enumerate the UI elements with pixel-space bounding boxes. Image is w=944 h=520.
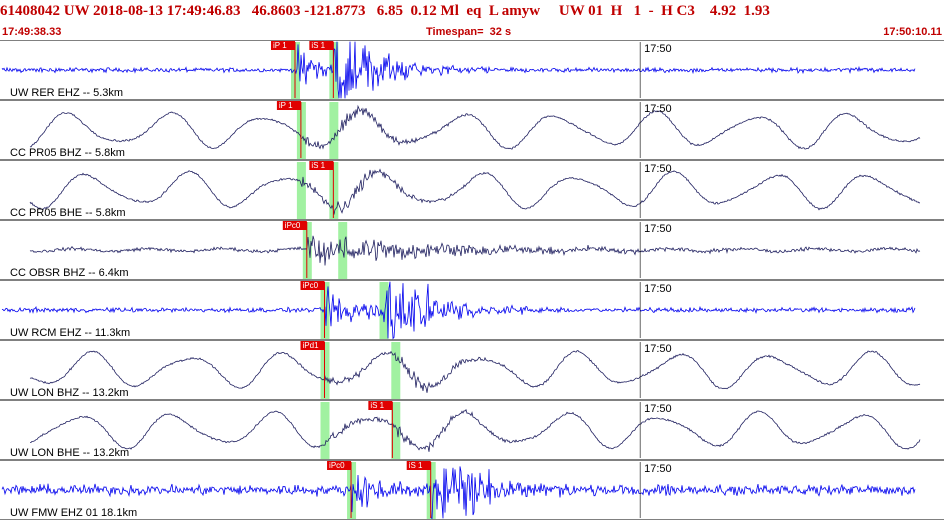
pick-tag	[368, 401, 393, 410]
p-window	[296, 162, 306, 219]
start-time: 17:49:38.33	[2, 26, 62, 38]
pick-label: iPc0	[303, 281, 319, 290]
channel-label: CC PR05 BHZ -- 5.8km	[10, 147, 125, 159]
waveform-trace	[29, 350, 921, 393]
pick-label: iS 1	[409, 461, 423, 470]
event-line: 61408042 UW 2018-08-13 17:49:46.83 46.86…	[0, 3, 770, 19]
channel-label: CC OBSR BHZ -- 6.4km	[10, 267, 129, 279]
pick-label: iPc0	[329, 461, 345, 470]
pick-tag	[309, 41, 334, 50]
p-window	[379, 282, 389, 339]
pick-label: iP 1	[279, 101, 293, 110]
waveform-trace	[30, 408, 921, 452]
waveform-trace	[1, 281, 916, 340]
time-marker-label: 17:50	[644, 43, 672, 55]
p-window	[320, 402, 330, 459]
pick-tag	[276, 101, 301, 110]
pick-label: iPd1	[303, 341, 320, 350]
pick-label: iS 1	[311, 161, 325, 170]
waveform-trace	[29, 235, 921, 266]
pick-tag	[406, 461, 431, 470]
pick-tag	[327, 461, 352, 470]
pick-tag	[282, 221, 307, 230]
pick-tag	[300, 341, 325, 350]
channel-label: UW LON BHE -- 13.2km	[10, 447, 129, 459]
time-marker-label: 17:50	[644, 463, 672, 475]
time-marker-label: 17:50	[644, 223, 672, 235]
channel-label: UW LON BHZ -- 13.2km	[10, 387, 129, 399]
seismogram-plot: iP 1 iS 1 17:50 UW RER EHZ -- 5.3km iP 1 17:5…	[0, 40, 944, 520]
waveform-trace	[29, 168, 920, 215]
pick-tag	[300, 281, 325, 290]
pick-label: iP 1	[273, 41, 287, 50]
p-window	[391, 342, 401, 399]
timespan: Timespan= 32 s	[426, 26, 512, 38]
channel-label: UW RER EHZ -- 5.3km	[10, 87, 123, 99]
channel-label: CC PR05 BHE -- 5.8km	[10, 207, 126, 219]
pick-tag	[271, 41, 295, 50]
pick-label: iS 1	[370, 401, 384, 410]
p-window	[391, 402, 401, 459]
channel-label: UW FMW EHZ 01 18.1km	[10, 507, 137, 519]
pick-label: iPc0	[285, 221, 301, 230]
channel-label: UW RCM EHZ -- 11.3km	[10, 327, 130, 339]
time-marker-label: 17:50	[644, 343, 672, 355]
p-window	[338, 222, 348, 279]
waveform-trace	[29, 104, 921, 150]
end-time: 17:50:10.11	[883, 26, 942, 38]
header: 61408042 UW 2018-08-13 17:49:46.83 46.86…	[0, 0, 944, 40]
time-marker-label: 17:50	[644, 163, 672, 175]
time-marker-label: 17:50	[644, 403, 672, 415]
p-window	[329, 102, 339, 159]
waveform-trace	[1, 466, 916, 520]
waveform-trace	[1, 41, 916, 99]
time-marker-label: 17:50	[644, 283, 672, 295]
pick-label: iS 1	[311, 41, 325, 50]
time-marker-label: 17:50	[644, 103, 672, 115]
pick-tag	[309, 161, 334, 170]
